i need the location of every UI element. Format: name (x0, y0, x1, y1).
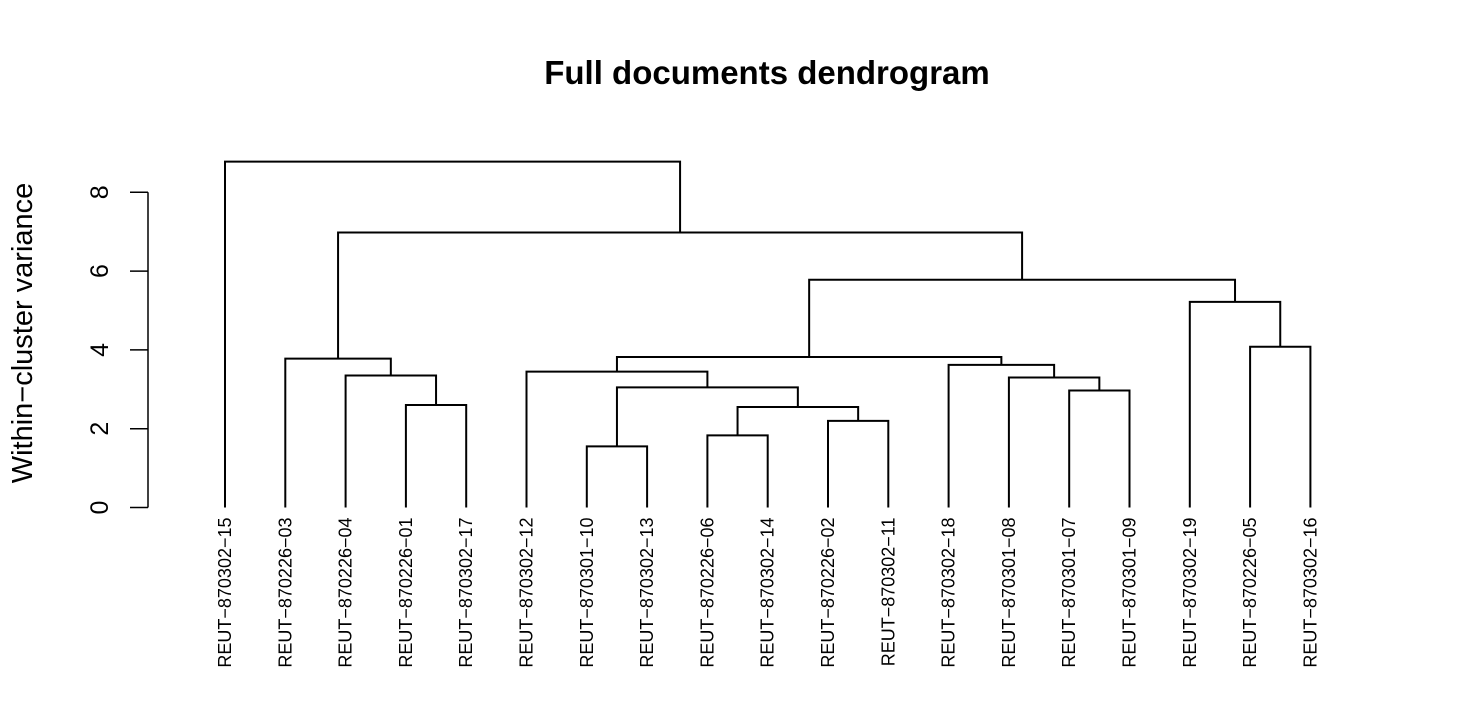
y-axis: 0 2 4 6 8 (86, 185, 149, 515)
dendrogram-link (808, 278, 1237, 357)
dendrogram-link (224, 160, 682, 508)
dendrogram-link (615, 355, 1003, 372)
leaf-label: REUT−870301−08 (999, 518, 1019, 668)
leaf-label: REUT−870226−03 (275, 518, 295, 668)
dendrogram-link (337, 231, 1024, 359)
leaf-label: REUT−870302−19 (1180, 518, 1200, 668)
leaf-label: REUT−870302−15 (215, 518, 235, 668)
dendrogram-link (827, 419, 890, 508)
dendrogram-link (1188, 300, 1282, 508)
leaf-label: REUT−870302−14 (758, 518, 778, 668)
dendrogram-link (404, 404, 468, 508)
dendrogram-link (585, 445, 649, 508)
leaf-label: REUT−870301−09 (1120, 518, 1140, 668)
dendrogram-link (1068, 389, 1131, 508)
y-tick-label: 4 (86, 343, 114, 357)
dendrogram-link (706, 434, 769, 508)
y-tick-label: 2 (86, 422, 114, 436)
leaf-label: REUT−870302−11 (878, 518, 898, 667)
chart-title: Full documents dendrogram (544, 54, 990, 91)
leaf-labels: REUT−870302−15 REUT−870226−03 REUT−870226−… (215, 518, 1320, 668)
leaf-label: REUT−870302−13 (637, 518, 657, 668)
leaf-label: REUT−870226−05 (1240, 518, 1260, 668)
leaf-label: REUT−870226−02 (818, 518, 838, 668)
leaf-label: REUT−870302−18 (939, 518, 959, 668)
y-tick-label: 0 (86, 501, 114, 515)
leaf-label: REUT−870301−10 (577, 518, 597, 668)
leaf-label: REUT−870302−16 (1300, 518, 1320, 668)
leaf-label: REUT−870226−01 (396, 518, 416, 668)
dendrogram-links (224, 160, 1312, 508)
dendrogram-link (1007, 376, 1101, 508)
dendrogram-link (344, 374, 438, 508)
leaf-label: REUT−870226−06 (697, 518, 717, 668)
leaf-label: REUT−870302−12 (517, 518, 537, 668)
leaf-label: REUT−870226−04 (336, 518, 356, 668)
dendrogram-link (1249, 345, 1312, 508)
dendrogram-link (284, 357, 392, 508)
dendrogram-link (947, 363, 1056, 508)
y-tick-label: 8 (86, 185, 114, 199)
leaf-label: REUT−870301−07 (1059, 518, 1079, 668)
y-axis-label: Within−cluster variance (7, 183, 39, 484)
leaf-label: REUT−870302−17 (456, 518, 476, 668)
y-tick-label: 6 (86, 264, 114, 278)
